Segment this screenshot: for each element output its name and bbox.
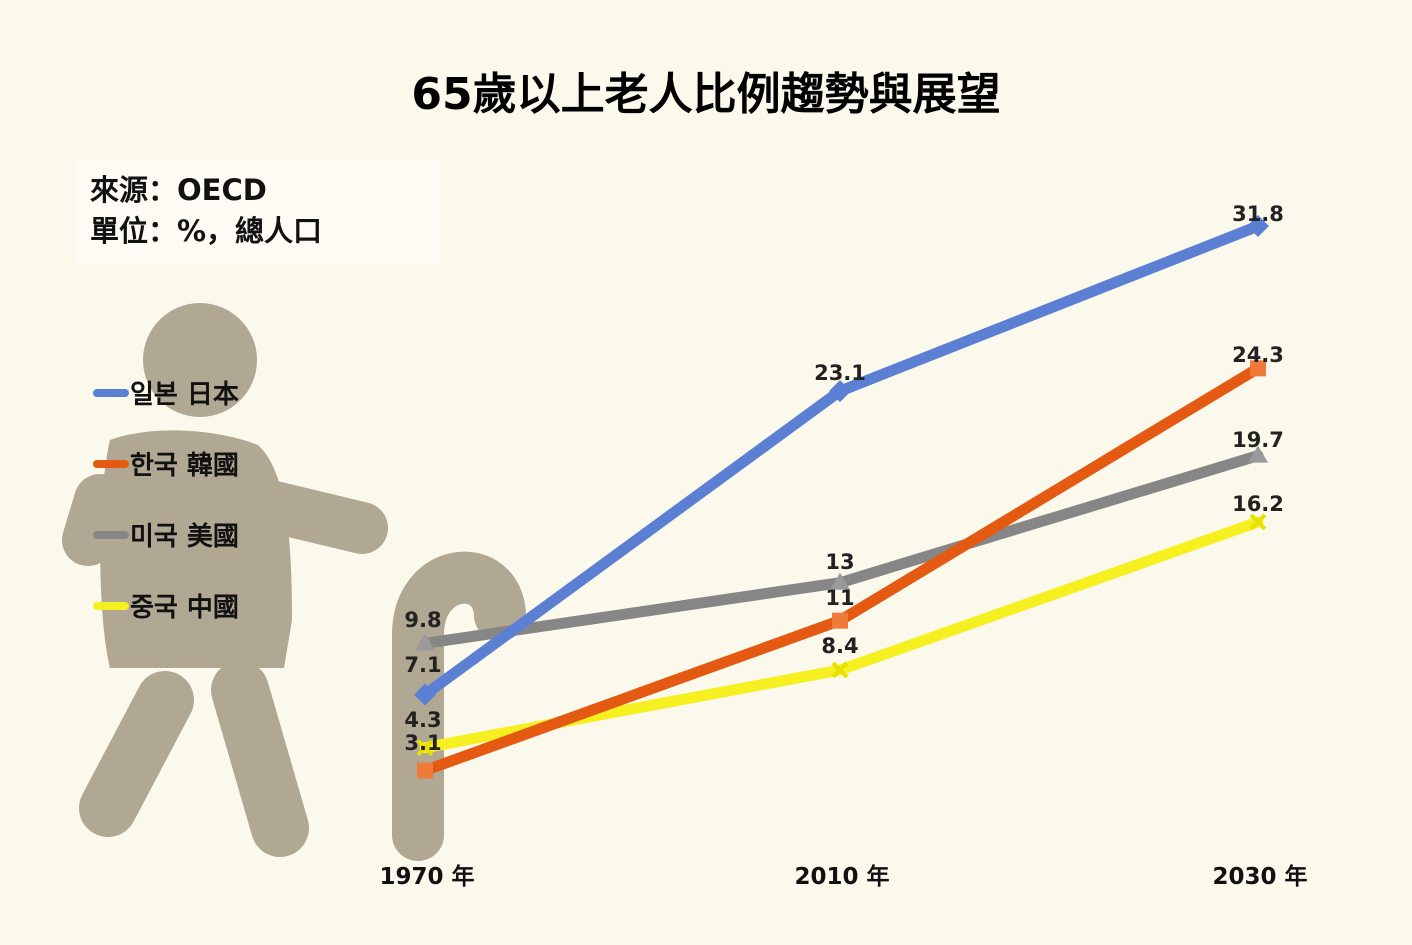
value-label: 19.7 (1232, 428, 1284, 452)
person-leg-front-shape (211, 661, 309, 857)
data-point-marker (832, 612, 848, 629)
source-info-box: 來源：OECD 單位：%，總人口 (76, 160, 440, 264)
person-leg-back-shape (79, 671, 194, 837)
person-arm-back-shape (62, 474, 126, 566)
data-point-marker (829, 380, 851, 403)
value-label: 3.1 (404, 731, 441, 755)
value-label: 9.8 (404, 608, 441, 632)
data-point-marker (415, 633, 435, 651)
value-label: 11 (825, 586, 854, 610)
x-tick-label: 1970 年 (379, 863, 474, 890)
chart-title: 65歲以上老人比例趨勢與展望 (411, 69, 1001, 120)
legend-item: 일본 日本 (93, 380, 239, 410)
legend-item: 한국 韓國 (93, 451, 239, 481)
unit-line: 單位：%，總人口 (90, 214, 323, 248)
person-arm-shape (219, 474, 388, 554)
data-point-marker (1250, 360, 1266, 377)
data-point-marker (830, 572, 850, 590)
legend-item: 중국 中國 (93, 593, 239, 623)
value-label: 24.3 (1232, 343, 1284, 367)
legend-item: 미국 美國 (93, 521, 239, 552)
value-label: 4.3 (404, 708, 441, 732)
x-axis-ticks: 1970 年 2010 年 2030 年 (379, 863, 1307, 890)
source-line: 來源：OECD (90, 173, 267, 207)
value-label: 16.2 (1232, 492, 1284, 516)
legend-label: 한국 韓國 (130, 451, 239, 481)
x-tick-label: 2010 年 (794, 863, 889, 890)
series-lines (414, 215, 1269, 779)
value-label: 7.1 (404, 653, 441, 677)
data-point-marker (1247, 215, 1269, 238)
value-label: 31.8 (1232, 202, 1284, 226)
data-point-marker (417, 762, 433, 779)
elderly-person-icon (62, 303, 526, 861)
person-head-shape (143, 303, 257, 417)
value-label: 13 (825, 550, 854, 574)
data-point-marker (416, 739, 434, 757)
legend-label: 중국 中國 (130, 593, 239, 623)
legend-label: 일본 日本 (130, 380, 239, 410)
data-point-marker (831, 661, 849, 679)
legend-label: 미국 美國 (130, 521, 239, 552)
legend: 일본 日本 한국 韓國 미국 美國 중국 中國 (93, 380, 239, 623)
cane-shape (392, 551, 526, 861)
data-point-marker (1248, 445, 1268, 463)
value-label: 8.4 (821, 634, 858, 658)
data-point-marker (1249, 513, 1267, 531)
x-tick-label: 2030 年 (1212, 863, 1307, 890)
value-labels: 7.1 23.1 31.8 3.1 11 24.3 9.8 13 19.7 4.3 8.4 16.2 (404, 202, 1284, 755)
value-label: 23.1 (814, 361, 866, 385)
data-point-marker (414, 683, 436, 706)
